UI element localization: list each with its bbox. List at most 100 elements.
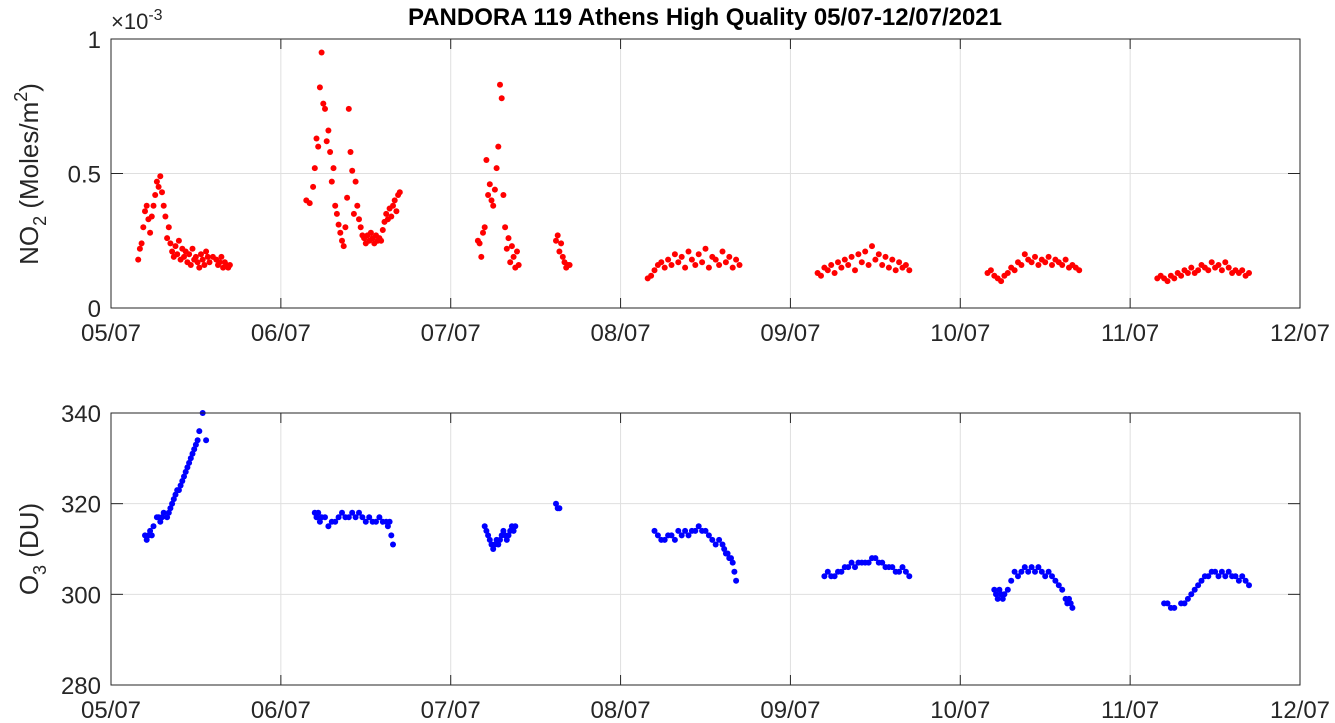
o3-data-point	[1038, 568, 1045, 575]
no2-x-tick-label: 12/07	[1270, 320, 1330, 347]
o3-data-point	[668, 532, 675, 539]
no2-data-point	[906, 267, 913, 274]
no2-data-point	[378, 237, 385, 244]
no2-data-point	[136, 245, 143, 252]
no2-data-point	[987, 267, 994, 274]
no2-data-point	[862, 248, 869, 255]
no2-data-point	[733, 256, 740, 263]
o3-data-point	[315, 509, 322, 516]
o3-data-point	[483, 527, 490, 534]
no2-data-point	[333, 210, 340, 217]
no2-data-point	[688, 256, 695, 263]
o3-data-point	[490, 546, 497, 552]
o3-data-point	[1215, 573, 1222, 580]
no2-data-point	[318, 49, 325, 56]
o3-data-point	[160, 509, 167, 516]
no2-data-point	[486, 181, 493, 188]
o3-data-point	[852, 564, 858, 571]
no2-data-point	[194, 259, 201, 266]
no2-y-tick-label: 0.5	[68, 162, 101, 189]
no2-data-point	[339, 237, 345, 244]
o3-x-tick-label: 11/07	[1101, 697, 1159, 723]
o3-data-point	[184, 464, 191, 471]
no2-data-point	[186, 251, 193, 258]
o3-data-point	[724, 550, 731, 557]
no2-panel: 05/07 06/07 07/07 08/07 09/07 10/07 11/07 12/07…	[11, 7, 1330, 347]
o3-data-point	[376, 514, 383, 521]
no2-data-point	[316, 84, 323, 91]
o3-data-point	[1032, 568, 1038, 575]
no2-data-point	[729, 264, 736, 271]
o3-data-point	[167, 505, 174, 512]
o3-data-point	[512, 523, 519, 530]
no2-data-point	[476, 240, 483, 247]
o3-panel: 05/07 06/07 07/07 08/07 09/07 10/07 11/07 12/07…	[14, 401, 1330, 723]
o3-data-point	[362, 518, 369, 525]
o3-data-point	[189, 450, 196, 457]
no2-data-point	[325, 127, 332, 134]
o3-data-point	[165, 509, 172, 516]
o3-data-point	[733, 577, 740, 584]
no2-data-point	[556, 248, 563, 255]
no2-data-point	[367, 229, 374, 236]
o3-data-point	[196, 428, 203, 435]
o3-plot-frame	[110, 412, 1301, 686]
no2-data-point	[391, 197, 398, 204]
no2-data-point	[226, 262, 233, 268]
no2-data-point	[198, 251, 204, 258]
o3-data-point	[553, 500, 559, 507]
o3-x-tick-label: 12/07	[1270, 697, 1330, 723]
o3-data-point	[1045, 568, 1052, 575]
no2-data-point	[153, 178, 160, 185]
no2-data-point	[490, 202, 497, 209]
no2-data-point	[189, 245, 196, 252]
no2-data-point	[393, 208, 400, 215]
o3-data-point	[186, 459, 193, 466]
no2-data-point	[553, 237, 559, 244]
no2-data-point	[135, 256, 142, 263]
no2-data-point	[500, 192, 507, 198]
o3-data-point	[1008, 577, 1015, 584]
no2-data-point	[838, 264, 845, 271]
no2-data-point	[388, 213, 395, 220]
no2-data-point	[138, 240, 145, 247]
no2-data-point	[1208, 259, 1215, 266]
no2-data-point	[498, 95, 505, 102]
no2-data-point	[852, 267, 858, 274]
no2-data-point	[835, 259, 841, 266]
no2-data-point	[481, 224, 488, 231]
o3-data-point	[181, 473, 187, 480]
o3-data-point	[366, 514, 373, 521]
no2-data-point	[485, 192, 492, 198]
no2-data-point	[566, 262, 573, 268]
o3-data-point	[172, 491, 179, 498]
o3-data-point	[322, 514, 328, 521]
o3-data-point	[390, 541, 396, 548]
no2-data-point	[845, 262, 852, 268]
no2-x-tick-label: 10/07	[930, 320, 990, 347]
o3-data-point	[675, 527, 682, 534]
no2-data-point	[1021, 251, 1028, 258]
no2-data-point	[488, 197, 495, 204]
no2-ticks	[110, 38, 1301, 309]
no2-data-point	[705, 264, 712, 271]
o3-data-point	[359, 514, 366, 521]
o3-data-point	[192, 441, 199, 448]
o3-x-tick-label: 05/07	[81, 697, 141, 723]
o3-data-point	[848, 559, 855, 566]
no2-data-point	[344, 194, 351, 201]
o3-data-point	[170, 496, 177, 503]
o3-data-point	[906, 573, 913, 580]
o3-data-point	[1164, 600, 1171, 607]
no2-data-point	[206, 259, 213, 266]
o3-data-point	[1225, 568, 1232, 575]
o3-data-point	[902, 568, 909, 575]
o3-data-point	[1246, 582, 1252, 589]
o3-data-point	[187, 455, 194, 462]
o3-x-tick-labels: 05/07 06/07 07/07 08/07 09/07 10/07 11/07 12/07	[81, 697, 1330, 723]
no2-data-point	[1222, 259, 1229, 266]
o3-y-tick-label: 320	[61, 492, 101, 519]
o3-data-point	[1242, 577, 1249, 584]
o3-data-point	[503, 536, 510, 543]
no2-data-point	[1195, 267, 1202, 274]
